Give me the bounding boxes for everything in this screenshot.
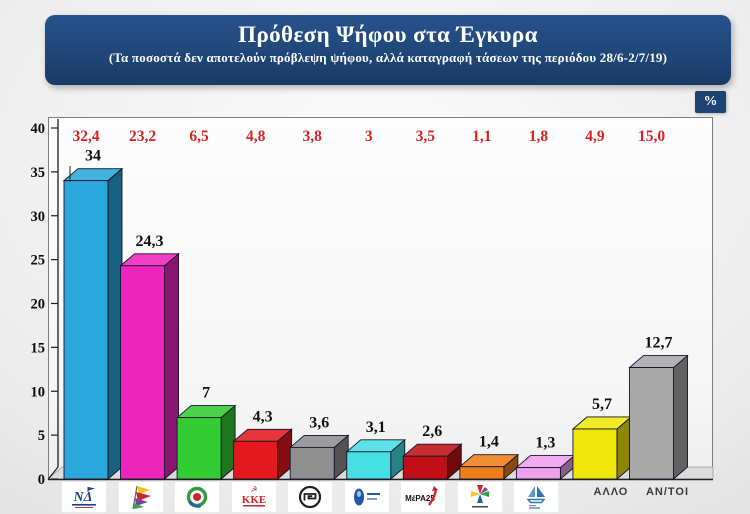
bar-ΑΛΛΟ: [571, 416, 633, 480]
svg-text:ΜέΡΑ25: ΜέΡΑ25: [405, 494, 435, 503]
y-tick-label: 0: [38, 472, 45, 488]
red-value-label: 4,8: [246, 128, 266, 145]
y-tick-label: 5: [38, 428, 45, 444]
value-label: 5,7: [592, 396, 612, 413]
value-label: 34: [85, 148, 101, 165]
value-label: 7: [202, 385, 210, 402]
red-value-label: 15,0: [638, 128, 665, 145]
y-tick-label: 30: [31, 209, 46, 225]
wreath-meander-logo-icon: [288, 482, 333, 512]
y-tick-label: 35: [31, 165, 46, 181]
red-value-label: 1,1: [472, 128, 491, 145]
multicolor-pinwheel-logo-icon: [457, 482, 502, 512]
red-value-label: 1,8: [529, 128, 549, 145]
bar-ΜέΡΑ25: [402, 443, 463, 480]
value-label: 1,3: [535, 435, 555, 452]
sailboat-logo-icon: [514, 482, 559, 512]
value-label: 12,7: [645, 335, 673, 352]
bar-ΝΔ: [62, 167, 124, 480]
red-value-label: 4,9: [585, 128, 605, 145]
value-label: 1,4: [479, 434, 499, 451]
svg-text:ΝΔ: ΝΔ: [73, 490, 93, 505]
red-value-label: 3,5: [416, 128, 436, 145]
category-label-allo: ΑΛΛΟ: [593, 486, 629, 498]
value-label: 3,6: [309, 414, 329, 431]
bar-ΚΙΝΑΛ: [175, 404, 237, 480]
bar-Χρυσή Αυγή: [288, 434, 350, 480]
red-value-label: 23,2: [129, 128, 156, 145]
y-tick-label: 15: [31, 340, 46, 356]
y-tick-label: 20: [31, 297, 46, 313]
bar-sailboat-logo: [515, 454, 576, 480]
value-label: 3,1: [366, 419, 386, 436]
bar-ΑΝ/ΤΟΙ: [628, 354, 689, 480]
nd-logo-icon: ΝΔ: [62, 482, 106, 512]
mera25-logo-icon: ΜέΡΑ25: [401, 482, 446, 512]
category-label-antoi: ΑΝ/ΤΟΙ: [645, 486, 690, 498]
value-label: 4,3: [253, 408, 273, 425]
bar-Ελληνική Λύση: [345, 438, 406, 480]
elliniki-lysi-logo-icon: [344, 482, 389, 512]
syriza-flags-logo-icon: [118, 482, 163, 512]
page-subtitle: (Τα ποσοστά δεν αποτελούν πρόβλεψη ψήφου…: [108, 50, 668, 65]
axis-3d-diagonal: [47, 466, 59, 480]
value-label: 24,3: [136, 233, 164, 250]
y-tick-label: 10: [31, 384, 46, 400]
y-tick-label: 25: [31, 253, 46, 269]
svg-text:ΚΚΕ: ΚΚΕ: [241, 494, 265, 506]
kinal-circle-logo-icon: [175, 482, 220, 512]
bar-ΚΚΕ: [232, 428, 293, 480]
svg-text:☭: ☭: [250, 485, 257, 494]
red-value-label: 3,8: [303, 128, 323, 145]
value-label: 2,6: [422, 423, 442, 440]
page-title: Πρόθεση Ψήφου στα Έγκυρα: [238, 22, 538, 47]
y-tick-label: 40: [31, 121, 46, 137]
kke-logo-icon: ☭ ΚΚΕ: [231, 482, 276, 512]
percent-badge: %: [695, 91, 726, 113]
red-value-label: 3: [365, 128, 373, 145]
red-value-label: 32,4: [72, 128, 99, 145]
title-banner: Πρόθεση Ψήφου στα Έγκυρα (Τα ποσοστά δεν…: [45, 15, 731, 85]
red-value-label: 6,5: [189, 128, 209, 145]
bar-ΣΥΡΙΖΑ: [119, 252, 180, 480]
